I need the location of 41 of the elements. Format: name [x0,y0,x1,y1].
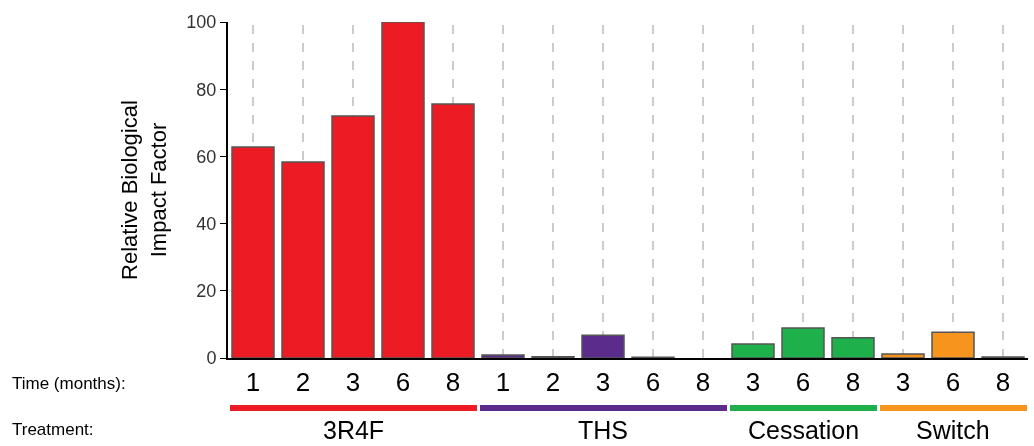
x-tick-label: 3 [895,367,911,398]
x-tick-label: 8 [695,367,711,398]
bar [931,331,975,358]
text: Switch [916,416,990,444]
bar [731,343,775,358]
y-tick-label: 20 [196,281,217,302]
bar [381,22,425,358]
y-tick-label: 60 [196,146,217,167]
y-tick-label: 80 [196,79,217,100]
y-tick-label: 0 [206,348,217,369]
x-tick-label: 6 [945,367,961,398]
text: Treatment: [12,420,94,439]
x-tick-label: 3 [745,367,761,398]
y-axis-title: Relative Biological Impact Factor [117,100,171,280]
text: Cessation [748,416,860,444]
x-tick-label: 3 [345,367,361,398]
bar [581,334,625,358]
y-tick-label: 100 [186,12,217,33]
x-tick-label: 2 [545,367,561,398]
bar [281,161,325,358]
x-tick-label: 2 [295,367,311,398]
bar [831,337,875,358]
text: THS [578,416,628,444]
bar [431,103,475,358]
x-tick-label: 8 [995,367,1011,398]
text: Time (months): [12,374,126,393]
x-tick-label: 6 [795,367,811,398]
x-tick-label: 6 [395,367,411,398]
x-tick-label: 8 [445,367,461,398]
bar [231,146,275,358]
y-tick-label: 40 [196,213,217,234]
x-tick-label: 1 [245,367,261,398]
x-tick-label: 3 [595,367,611,398]
x-tick-label: 8 [845,367,861,398]
text: 3R4F [323,416,385,444]
x-tick-label: 6 [645,367,661,398]
bar [881,353,925,358]
bar [481,354,525,358]
bar [331,115,375,358]
bar [781,327,825,358]
x-tick-label: 1 [495,367,511,398]
